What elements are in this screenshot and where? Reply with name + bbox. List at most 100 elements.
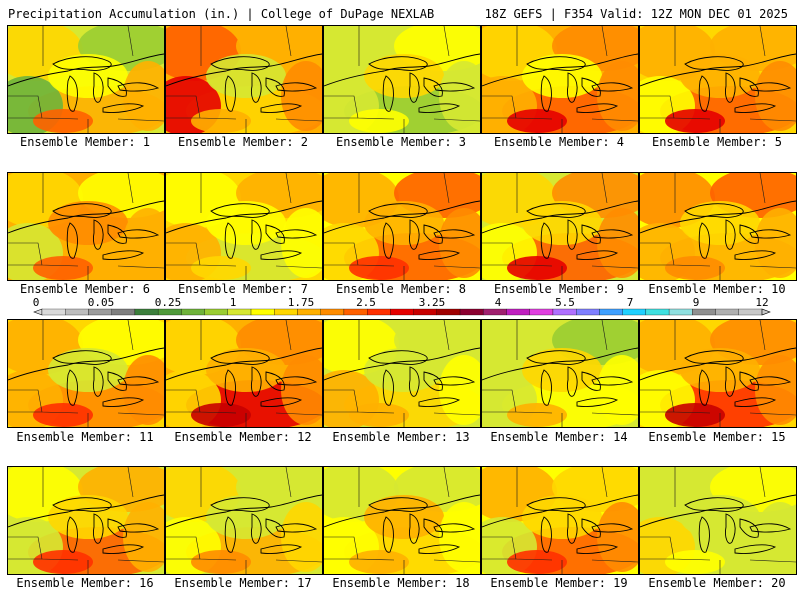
great-lakes-coastline (576, 544, 619, 554)
great-lakes-coastline (224, 75, 236, 112)
colorbar-swatch (668, 308, 693, 316)
colorbar-tick-label: 0.05 (88, 296, 115, 309)
colorbar-swatch (622, 308, 647, 316)
state-border (482, 536, 553, 561)
precip-contour-region (522, 54, 602, 98)
ensemble-member-panel (323, 25, 481, 134)
state-border (324, 536, 395, 561)
precip-contour-region (191, 109, 251, 133)
state-border (117, 559, 164, 563)
precip-contour-region (507, 403, 567, 427)
great-lakes-coastline (260, 397, 303, 407)
great-lakes-coastline (591, 82, 634, 92)
ensemble-member-label: Ensemble Member: 1 (19, 135, 151, 149)
state-border (482, 242, 553, 267)
great-lakes-coastline (265, 77, 285, 97)
colorbar-swatch (715, 308, 739, 316)
great-lakes-coastline (8, 200, 164, 234)
ensemble-member-panel (639, 319, 797, 428)
great-lakes-coastline (684, 350, 744, 365)
great-lakes-coastline (409, 219, 420, 250)
colorbar-tick-label: 1 (230, 296, 237, 309)
great-lakes-coastline (117, 82, 160, 92)
state-border (433, 559, 480, 563)
state-border (443, 467, 450, 498)
state-border (127, 320, 134, 351)
great-lakes-coastline (210, 497, 270, 512)
great-lakes-coastline (251, 72, 262, 103)
great-lakes-coastline (581, 77, 601, 97)
great-lakes-coastline (93, 513, 104, 544)
great-lakes-coastline (640, 53, 796, 87)
state-border (117, 412, 164, 416)
state-border (166, 389, 237, 414)
state-border (443, 320, 450, 351)
ensemble-member-label: Ensemble Member: 17 (174, 576, 312, 590)
colorbar-tick-label: 7 (627, 296, 634, 309)
precipitation-field-map (640, 173, 796, 280)
precipitation-field-map (482, 173, 638, 280)
great-lakes-coastline (423, 518, 443, 538)
state-border (601, 320, 608, 351)
ensemble-member-label: Ensemble Member: 15 (648, 430, 786, 444)
great-lakes-coastline (725, 219, 736, 250)
great-lakes-coastline (576, 250, 619, 260)
state-border (591, 559, 638, 563)
colorbar-swatch (134, 308, 159, 316)
precip-contour-region (522, 348, 602, 392)
great-lakes-coastline (166, 347, 322, 381)
ensemble-member-label: Ensemble Member: 4 (493, 135, 625, 149)
great-lakes-coastline (8, 494, 164, 528)
ensemble-member-label: Ensemble Member: 20 (648, 576, 786, 590)
state-border (324, 95, 395, 120)
great-lakes-coastline (117, 376, 160, 386)
ensemble-member-label: Ensemble Member: 9 (493, 282, 625, 296)
state-border (166, 242, 237, 267)
great-lakes-coastline (166, 53, 322, 87)
state-border (749, 265, 796, 269)
ensemble-member-panel (7, 319, 165, 428)
precip-contour-region (665, 109, 725, 133)
precipitation-field-map (166, 173, 322, 280)
great-lakes-coastline (102, 250, 145, 260)
great-lakes-coastline (640, 200, 796, 234)
great-lakes-coastline (260, 250, 303, 260)
ensemble-member-label: Ensemble Member: 10 (648, 282, 786, 296)
ensemble-member-panel (639, 25, 797, 134)
state-border (640, 95, 711, 120)
great-lakes-coastline (166, 494, 322, 528)
state-border (640, 389, 711, 414)
state-border (117, 265, 164, 269)
precipitation-field-map (8, 320, 164, 427)
ensemble-member-panel (481, 172, 639, 281)
great-lakes-coastline (409, 513, 420, 544)
great-lakes-coastline (107, 77, 127, 97)
state-border (166, 536, 237, 561)
great-lakes-coastline (275, 229, 318, 239)
great-lakes-coastline (433, 376, 476, 386)
precipitation-field-map (482, 26, 638, 133)
great-lakes-coastline (66, 516, 78, 553)
precip-contour-region (123, 355, 164, 425)
precip-contour-region (33, 109, 93, 133)
precip-contour-region (665, 550, 725, 574)
ensemble-member-panel (165, 466, 323, 575)
state-border (275, 559, 322, 563)
precip-contour-region (191, 550, 251, 574)
ensemble-member-label: Ensemble Member: 3 (335, 135, 467, 149)
precip-contour-region (48, 54, 128, 98)
great-lakes-coastline (251, 366, 262, 397)
colorbar-swatch (250, 308, 275, 316)
great-lakes-coastline (739, 224, 759, 244)
great-lakes-coastline (684, 497, 744, 512)
colorbar-tick-label: 9 (693, 296, 700, 309)
colorbar-swatch (552, 308, 577, 316)
ensemble-member-label: Ensemble Member: 8 (335, 282, 467, 296)
colorbar-left-arrow (33, 308, 43, 316)
precip-contour-region (680, 201, 760, 245)
great-lakes-coastline (482, 53, 638, 87)
precip-contour-region (33, 256, 93, 280)
colorbar-swatch (413, 308, 437, 316)
great-lakes-coastline (224, 369, 236, 406)
state-border (749, 118, 796, 122)
